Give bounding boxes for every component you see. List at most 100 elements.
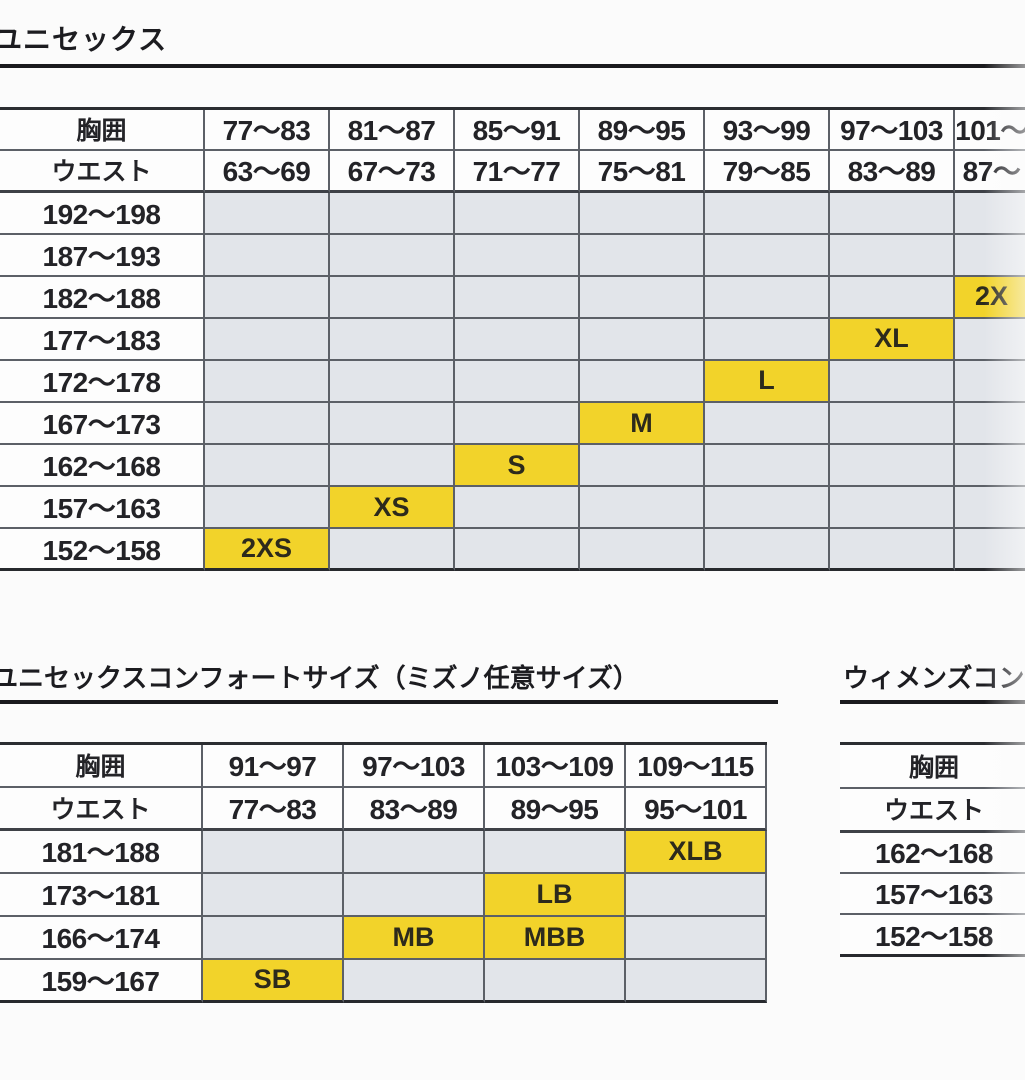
comfort-section-title: ユニセックスコンフォートサイズ（ミズノ任意サイズ） [0, 663, 639, 693]
chest-header-cell: 胸囲 [840, 744, 1025, 789]
waist-header-cell: ウエスト [0, 787, 203, 831]
height-range-label: 167〜173 [0, 402, 205, 446]
size-cell: 2XS [205, 529, 330, 572]
empty-cell [455, 529, 580, 572]
chest-range-cell: 97〜103 [344, 744, 485, 788]
empty-cell [330, 276, 455, 319]
empty-cell [580, 445, 705, 488]
empty-cell [344, 959, 485, 1003]
waist-range-cell: 83〜89 [344, 787, 485, 831]
unisex-title-divider [0, 64, 1025, 68]
height-range-label: 177〜183 [0, 318, 205, 361]
waist-range-cell: 87〜 [955, 150, 1025, 193]
empty-cell [455, 234, 580, 277]
empty-cell [626, 916, 767, 960]
empty-cell [205, 276, 330, 319]
size-cell: XS [330, 487, 455, 530]
empty-cell [330, 445, 455, 488]
empty-cell [330, 402, 455, 446]
womens-section-title: ウィメンズコン [843, 663, 1025, 693]
empty-cell [203, 830, 344, 874]
empty-cell [955, 192, 1025, 235]
waist-range-cell: 95〜101 [626, 787, 767, 831]
comfort-title-divider [0, 700, 778, 704]
empty-cell [626, 959, 767, 1003]
size-cell: MBB [485, 916, 626, 960]
chest-range-cell: 109〜115 [626, 744, 767, 788]
waist-header-cell: ウエスト [840, 788, 1025, 833]
height-range-label: 157〜163 [840, 873, 1025, 916]
empty-cell [203, 916, 344, 960]
empty-cell [955, 445, 1025, 488]
empty-cell [830, 487, 955, 530]
chest-range-cell: 77〜83 [205, 109, 330, 151]
empty-cell [580, 192, 705, 235]
height-range-label: 192〜198 [0, 192, 205, 235]
waist-range-cell: 67〜73 [330, 150, 455, 193]
empty-cell [330, 192, 455, 235]
empty-cell [705, 529, 830, 572]
empty-cell [830, 192, 955, 235]
height-range-label: 173〜181 [0, 873, 203, 917]
waist-range-cell: 77〜83 [203, 787, 344, 831]
empty-cell [705, 192, 830, 235]
chest-range-cell: 93〜99 [705, 109, 830, 151]
empty-cell [830, 276, 955, 319]
empty-cell [955, 487, 1025, 530]
empty-cell [205, 192, 330, 235]
chest-header-cell: 胸囲 [0, 744, 203, 788]
empty-cell [955, 318, 1025, 361]
empty-cell [485, 959, 626, 1003]
height-range-label: 157〜163 [0, 487, 205, 530]
empty-cell [455, 402, 580, 446]
empty-cell [955, 529, 1025, 572]
empty-cell [330, 529, 455, 572]
height-range-label: 162〜168 [840, 832, 1025, 874]
empty-cell [830, 445, 955, 488]
waist-header-cell: ウエスト [0, 150, 205, 193]
chest-range-cell: 103〜109 [485, 744, 626, 788]
empty-cell [955, 234, 1025, 277]
empty-cell [580, 276, 705, 319]
empty-cell [705, 276, 830, 319]
size-cell: XLB [626, 830, 767, 874]
waist-range-cell: 83〜89 [830, 150, 955, 193]
empty-cell [485, 830, 626, 874]
empty-cell [455, 192, 580, 235]
empty-cell [455, 360, 580, 403]
empty-cell [830, 360, 955, 403]
empty-cell [830, 402, 955, 446]
height-range-label: 182〜188 [0, 276, 205, 319]
height-range-label: 152〜158 [0, 529, 205, 572]
empty-cell [205, 487, 330, 530]
empty-cell [205, 234, 330, 277]
empty-cell [205, 318, 330, 361]
empty-cell [580, 529, 705, 572]
comfort-size-table: 胸囲 91〜97 97〜103 103〜109 109〜115 ウエスト 77〜83 83〜8… [0, 741, 767, 1003]
empty-cell [203, 873, 344, 917]
chest-range-cell: 97〜103 [830, 109, 955, 151]
empty-cell [830, 529, 955, 572]
height-range-label: 166〜174 [0, 916, 203, 960]
empty-cell [205, 402, 330, 446]
empty-cell [955, 360, 1025, 403]
empty-cell [580, 234, 705, 277]
empty-cell [705, 402, 830, 446]
womens-title-divider [840, 700, 1025, 704]
size-cell: LB [485, 873, 626, 917]
chest-range-cell: 101〜 [955, 109, 1025, 151]
height-range-label: 187〜193 [0, 234, 205, 277]
waist-range-cell: 79〜85 [705, 150, 830, 193]
empty-cell [626, 873, 767, 917]
empty-cell [330, 234, 455, 277]
size-cell: MB [344, 916, 485, 960]
empty-cell [705, 487, 830, 530]
size-cell: L [705, 360, 830, 403]
empty-cell [705, 318, 830, 361]
empty-cell [705, 445, 830, 488]
empty-cell [455, 487, 580, 530]
empty-cell [344, 873, 485, 917]
chest-range-cell: 89〜95 [580, 109, 705, 151]
empty-cell [580, 487, 705, 530]
height-range-label: 181〜188 [0, 830, 203, 874]
